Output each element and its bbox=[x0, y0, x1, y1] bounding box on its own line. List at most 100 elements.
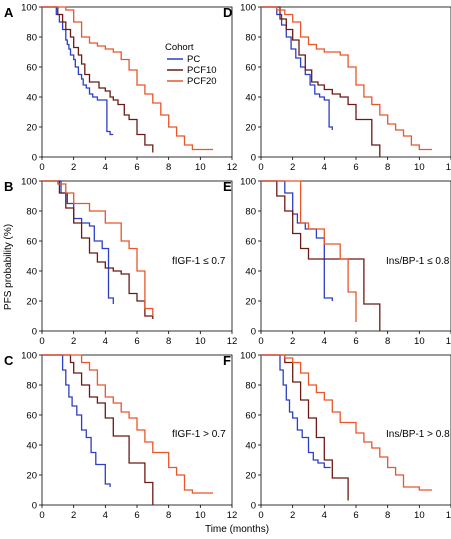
panel-f-y-tick-label: 100 bbox=[240, 351, 256, 362]
panel-d-x-tick-label: 2 bbox=[290, 162, 295, 173]
panel-e-x-tick-label: 0 bbox=[258, 336, 263, 347]
panel-b-y-tick-label: 40 bbox=[26, 267, 37, 278]
panel-a-x-tick-label: 6 bbox=[134, 162, 139, 173]
panel-c-label: C bbox=[4, 353, 14, 368]
panel-d-y-tick-label: 0 bbox=[251, 153, 256, 164]
panel-d-y-tick-label: 100 bbox=[240, 3, 256, 14]
panel-e-series-pc bbox=[261, 180, 333, 301]
panel-a-series-pcf10 bbox=[42, 6, 154, 153]
panel-b-y-tick-label: 60 bbox=[26, 237, 37, 248]
panel-d-series-pcf20 bbox=[261, 6, 432, 151]
panel-f-annotation: Ins/BP-1 > 0.8 bbox=[386, 429, 450, 440]
panel-c-x-tick-label: 10 bbox=[195, 510, 206, 521]
panel-b-x-tick-label: 0 bbox=[39, 336, 44, 347]
panel-b-x-tick-label: 2 bbox=[71, 336, 76, 347]
panel-d-x-tick-label: 12 bbox=[446, 162, 451, 173]
panel-d-x-tick-label: 10 bbox=[414, 162, 425, 173]
panel-e-series-pcf10 bbox=[261, 180, 381, 331]
panel-f-y-tick-label: 20 bbox=[245, 471, 256, 482]
panel-b-y-tick-label: 80 bbox=[26, 207, 37, 218]
panel-d-series-pcf10 bbox=[261, 6, 381, 157]
panel-c-series-pcf10 bbox=[42, 354, 154, 505]
panel-a-x-tick-label: 0 bbox=[39, 162, 44, 173]
panel-c-x-tick-label: 0 bbox=[39, 510, 44, 521]
panel-d-y-tick-label: 40 bbox=[245, 93, 256, 104]
panel-b-x-tick-label: 6 bbox=[134, 336, 139, 347]
panel-c-x-tick-label: 8 bbox=[166, 510, 171, 521]
panel-f-x-tick-label: 6 bbox=[353, 510, 358, 521]
panel-e-x-tick-label: 8 bbox=[385, 336, 390, 347]
panel-a-series-pc bbox=[42, 6, 114, 136]
panel-a-y-tick-label: 40 bbox=[26, 93, 37, 104]
panel-b-series-pcf10 bbox=[42, 180, 154, 319]
panel-c-x-tick-label: 6 bbox=[134, 510, 139, 521]
panel-f-x-tick-label: 2 bbox=[290, 510, 295, 521]
panel-d-x-tick-label: 0 bbox=[258, 162, 263, 173]
panel-f-x-tick-label: 8 bbox=[385, 510, 390, 521]
panel-e-x-tick-label: 2 bbox=[290, 336, 295, 347]
panel-a-x-tick-label: 8 bbox=[166, 162, 171, 173]
panel-c-y-tick-label: 0 bbox=[32, 501, 37, 512]
legend-entry-pcf20: PCF20 bbox=[187, 76, 217, 87]
panel-b-x-tick-label: 10 bbox=[195, 336, 206, 347]
legend-title: Cohort bbox=[165, 42, 194, 53]
panel-a-y-tick-label: 60 bbox=[26, 63, 37, 74]
panel-f-y-tick-label: 80 bbox=[245, 381, 256, 392]
panel-b-x-tick-label: 4 bbox=[103, 336, 108, 347]
panel-a-label: A bbox=[4, 5, 14, 20]
panel-c-series-pc bbox=[42, 354, 111, 487]
panel-a-x-tick-label: 4 bbox=[103, 162, 108, 173]
panel-c-annotation: fIGF-1 > 0.7 bbox=[172, 429, 226, 440]
panel-b-y-tick-label: 0 bbox=[32, 327, 37, 338]
panel-b-x-tick-label: 8 bbox=[166, 336, 171, 347]
panel-f-x-tick-label: 0 bbox=[258, 510, 263, 521]
panel-a-x-tick-label: 12 bbox=[227, 162, 238, 173]
panel-d-y-tick-label: 60 bbox=[245, 63, 256, 74]
panel-f-y-tick-label: 0 bbox=[251, 501, 256, 512]
panel-d-y-tick-label: 20 bbox=[245, 123, 256, 134]
panel-a-y-tick-label: 80 bbox=[26, 33, 37, 44]
panel-c-series-pcf20 bbox=[42, 354, 213, 494]
panel-f-label: F bbox=[223, 353, 231, 368]
legend-entry-pc: PC bbox=[187, 54, 200, 65]
panel-a-y-tick-label: 20 bbox=[26, 123, 37, 134]
panel-f-series-pcf20 bbox=[261, 354, 432, 491]
x-axis-title: Time (months) bbox=[205, 524, 269, 535]
panel-c-x-tick-label: 2 bbox=[71, 510, 76, 521]
panel-b-y-tick-label: 20 bbox=[26, 297, 37, 308]
panel-e-y-tick-label: 80 bbox=[245, 207, 256, 218]
panel-b-label: B bbox=[4, 179, 13, 194]
panel-b-y-tick-label: 100 bbox=[21, 177, 37, 188]
panel-e-label: E bbox=[223, 179, 232, 194]
panel-a-y-tick-label: 0 bbox=[32, 153, 37, 164]
panel-e-series-pcf20 bbox=[261, 180, 357, 322]
panel-d-x-tick-label: 6 bbox=[353, 162, 358, 173]
panel-e-x-tick-label: 4 bbox=[322, 336, 327, 347]
panel-b-x-tick-label: 12 bbox=[227, 336, 238, 347]
panel-b-series-pc bbox=[42, 180, 114, 304]
panel-d-y-tick-label: 80 bbox=[245, 33, 256, 44]
panel-a-y-tick-label: 100 bbox=[21, 3, 37, 14]
panel-a-series-pcf20 bbox=[42, 6, 213, 151]
panel-f-series-pc bbox=[261, 354, 331, 469]
panel-f-y-tick-label: 60 bbox=[245, 411, 256, 422]
panel-f-x-tick-label: 4 bbox=[322, 510, 327, 521]
panel-e-y-tick-label: 60 bbox=[245, 237, 256, 248]
panel-c-y-tick-label: 100 bbox=[21, 351, 37, 362]
panel-c-y-tick-label: 80 bbox=[26, 381, 37, 392]
panel-d-series-pc bbox=[261, 6, 333, 130]
panel-f-x-tick-label: 10 bbox=[414, 510, 425, 521]
panel-e-annotation: Ins/BP-1 ≤ 0.8 bbox=[386, 256, 450, 267]
panel-d-label: D bbox=[223, 5, 232, 20]
panel-b-series-pcf20 bbox=[42, 180, 154, 316]
panel-e-x-tick-label: 10 bbox=[414, 336, 425, 347]
legend-entry-pcf10: PCF10 bbox=[187, 65, 217, 76]
y-axis-title: PFS probability (%) bbox=[3, 224, 14, 310]
panel-f-series-pcf10 bbox=[261, 354, 349, 501]
panel-c-y-tick-label: 40 bbox=[26, 441, 37, 452]
panel-b-annotation: fIGF-1 ≤ 0.7 bbox=[172, 256, 226, 267]
panel-e-y-tick-label: 100 bbox=[240, 177, 256, 188]
panel-d-x-tick-label: 4 bbox=[322, 162, 327, 173]
panel-f-y-tick-label: 40 bbox=[245, 441, 256, 452]
